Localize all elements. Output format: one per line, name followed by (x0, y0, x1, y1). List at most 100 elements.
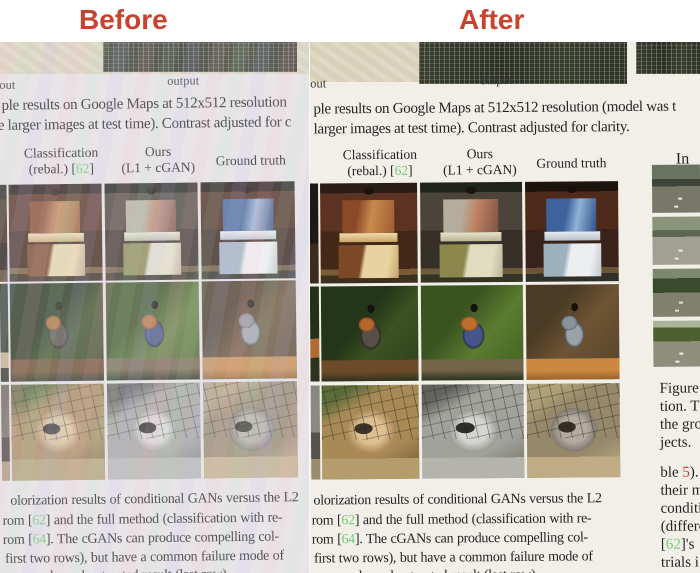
citation-62: 62 (341, 513, 355, 529)
column-header-classification: Classification (rebal.) [62] (6, 144, 116, 177)
bottom-caption-line4: first two rows), but have a common failu… (313, 549, 593, 567)
mokapot-ours-image (420, 181, 523, 283)
bottom-caption-line1: olorization results of conditional GANs … (313, 491, 602, 509)
caption-text: ] and the full method (classification wi… (354, 511, 592, 529)
bottom-caption-line5-clipped: grayscale or desaturated result (last ro… (9, 567, 226, 573)
street-scene-input-4 (653, 320, 700, 367)
column-header-groundtruth: Ground truth (203, 152, 298, 169)
header-ours-line2: (L1 + cGAN) (443, 161, 517, 178)
mokapot-classification-image (320, 182, 418, 284)
fox-ours-image (106, 382, 202, 480)
figure-caption-line2: e larger images at test time). Contrast … (0, 114, 292, 134)
side-paragraph-line1: ble 5). (660, 464, 698, 481)
before-label: Before (79, 4, 168, 35)
side-text: ble (660, 464, 683, 481)
desk-surface (310, 42, 422, 82)
header-classification-line1: Classification (342, 146, 417, 163)
caption-text: rom [ (311, 532, 342, 548)
street-scene-input-3 (652, 268, 700, 317)
mokapot-ours-image (104, 182, 199, 281)
bottom-caption-line2: rom [62] and the full method (classifica… (3, 510, 283, 529)
mokapot-groundtruth-image (200, 181, 296, 280)
map-output-image (103, 42, 297, 72)
map-output-image (419, 42, 627, 84)
mokapot-groundtruth-image (525, 181, 619, 282)
cut-column-sliver (310, 385, 321, 480)
header-ours-line2: (L1 + cGAN) (121, 159, 196, 176)
side-figure-caption-line: tion. T (659, 398, 700, 415)
bottom-caption-line3: rom [64]. The cGANs can produce compelli… (3, 529, 279, 548)
side-paragraph-line3: conditi (660, 500, 700, 517)
output-caption: output (167, 73, 200, 88)
after-label: After (459, 4, 525, 35)
column-header-classification: Classification (rebal.) [62] (325, 147, 435, 180)
street-scene-input-2 (652, 216, 700, 265)
side-paragraph-line2: their m (660, 482, 700, 499)
figure-caption-line1: ple results on Google Maps at 512x512 re… (313, 98, 676, 118)
fox-groundtruth-image (202, 381, 299, 479)
comparison-header: Before After (0, 0, 700, 42)
header-groundtruth: Ground truth (536, 155, 607, 171)
paper-gap (627, 42, 637, 82)
citation-62: 62 (394, 162, 409, 178)
figure-caption-line2: larger images at test time). Contrast ad… (313, 119, 630, 138)
citation-62: 62 (75, 160, 90, 176)
page-edge-text: out (310, 76, 327, 91)
side-paragraph-line6: trials i (660, 554, 699, 571)
side-text: ). (689, 464, 699, 481)
table-ref-5: 5 (682, 464, 690, 481)
bottom-caption-line3: rom [64]. The cGANs can produce compelli… (312, 530, 588, 548)
side-figure-caption-line: Figure (659, 380, 699, 397)
column-header-ours: Ours (L1 + cGAN) (438, 146, 522, 179)
bird-ours-image (105, 281, 200, 381)
side-figure-caption-line: jects. (660, 434, 692, 451)
mokapot-classification-image (8, 183, 103, 282)
column-header-ours: Ours (L1 + cGAN) (116, 143, 200, 176)
after-photo: out output ple results on Google Maps at… (309, 42, 700, 573)
header-classification-line1: Classification (23, 144, 99, 161)
header-ours-line1: Ours (466, 146, 493, 162)
cut-column-sliver (0, 384, 11, 481)
caption-text: rom [ (311, 513, 342, 529)
figure-caption-line1: ple results on Google Maps at 512x512 re… (1, 94, 287, 114)
output-caption: output (480, 72, 513, 88)
citation-62: 62 (32, 513, 46, 529)
caption-text: rom [ (2, 532, 33, 548)
header-rebal-pre: (rebal.) [ (347, 162, 395, 179)
side-paragraph-line4: (differe (660, 518, 700, 535)
caption-text: ]. The cGANs can produce compelling col- (354, 530, 588, 548)
header-ours-line1: Ours (144, 143, 172, 160)
bird-groundtruth-image (525, 284, 620, 380)
side-text: ]'s (680, 536, 695, 553)
fox-classification-image (321, 384, 420, 480)
fox-groundtruth-image (526, 383, 621, 478)
caption-text: ] and the full method (classification wi… (45, 510, 283, 529)
bottom-caption-line5-clipped: grayscale or desaturated result (last ro… (318, 568, 535, 573)
citation-64: 64 (32, 532, 47, 548)
bird-classification-image (9, 282, 104, 382)
street-scene-input-1 (651, 164, 700, 213)
fox-classification-image (10, 383, 106, 481)
bottom-caption-line1: olorization results of conditional GANs … (10, 490, 299, 509)
bird-ours-image (420, 284, 524, 381)
caption-text: ]. The cGANs can produce compelling col- (45, 529, 279, 548)
side-figure-caption-line: the grou (659, 416, 700, 433)
cut-column-sliver (310, 286, 320, 382)
page-edge-text: out (0, 77, 16, 92)
cut-column-sliver (310, 183, 319, 284)
fox-ours-image (421, 383, 525, 479)
header-rebal-post: ] (407, 162, 413, 178)
header-rebal-pre: (rebal.) [ (28, 160, 76, 177)
map-output-image-2 (636, 42, 700, 74)
bird-classification-image (320, 285, 419, 382)
paper-page: out output ple results on Google Maps at… (0, 42, 309, 573)
side-paragraph-line5: [62]'s (661, 537, 695, 554)
bottom-caption-line2: rom [62] and the full method (classifica… (312, 511, 592, 529)
header-rebal-post: ] (89, 160, 94, 176)
cut-column-sliver (0, 184, 8, 282)
header-groundtruth: Ground truth (215, 152, 286, 169)
paper-page: out output ple results on Google Maps at… (310, 42, 700, 573)
bird-groundtruth-image (201, 280, 297, 380)
cut-column-sliver (0, 283, 9, 382)
